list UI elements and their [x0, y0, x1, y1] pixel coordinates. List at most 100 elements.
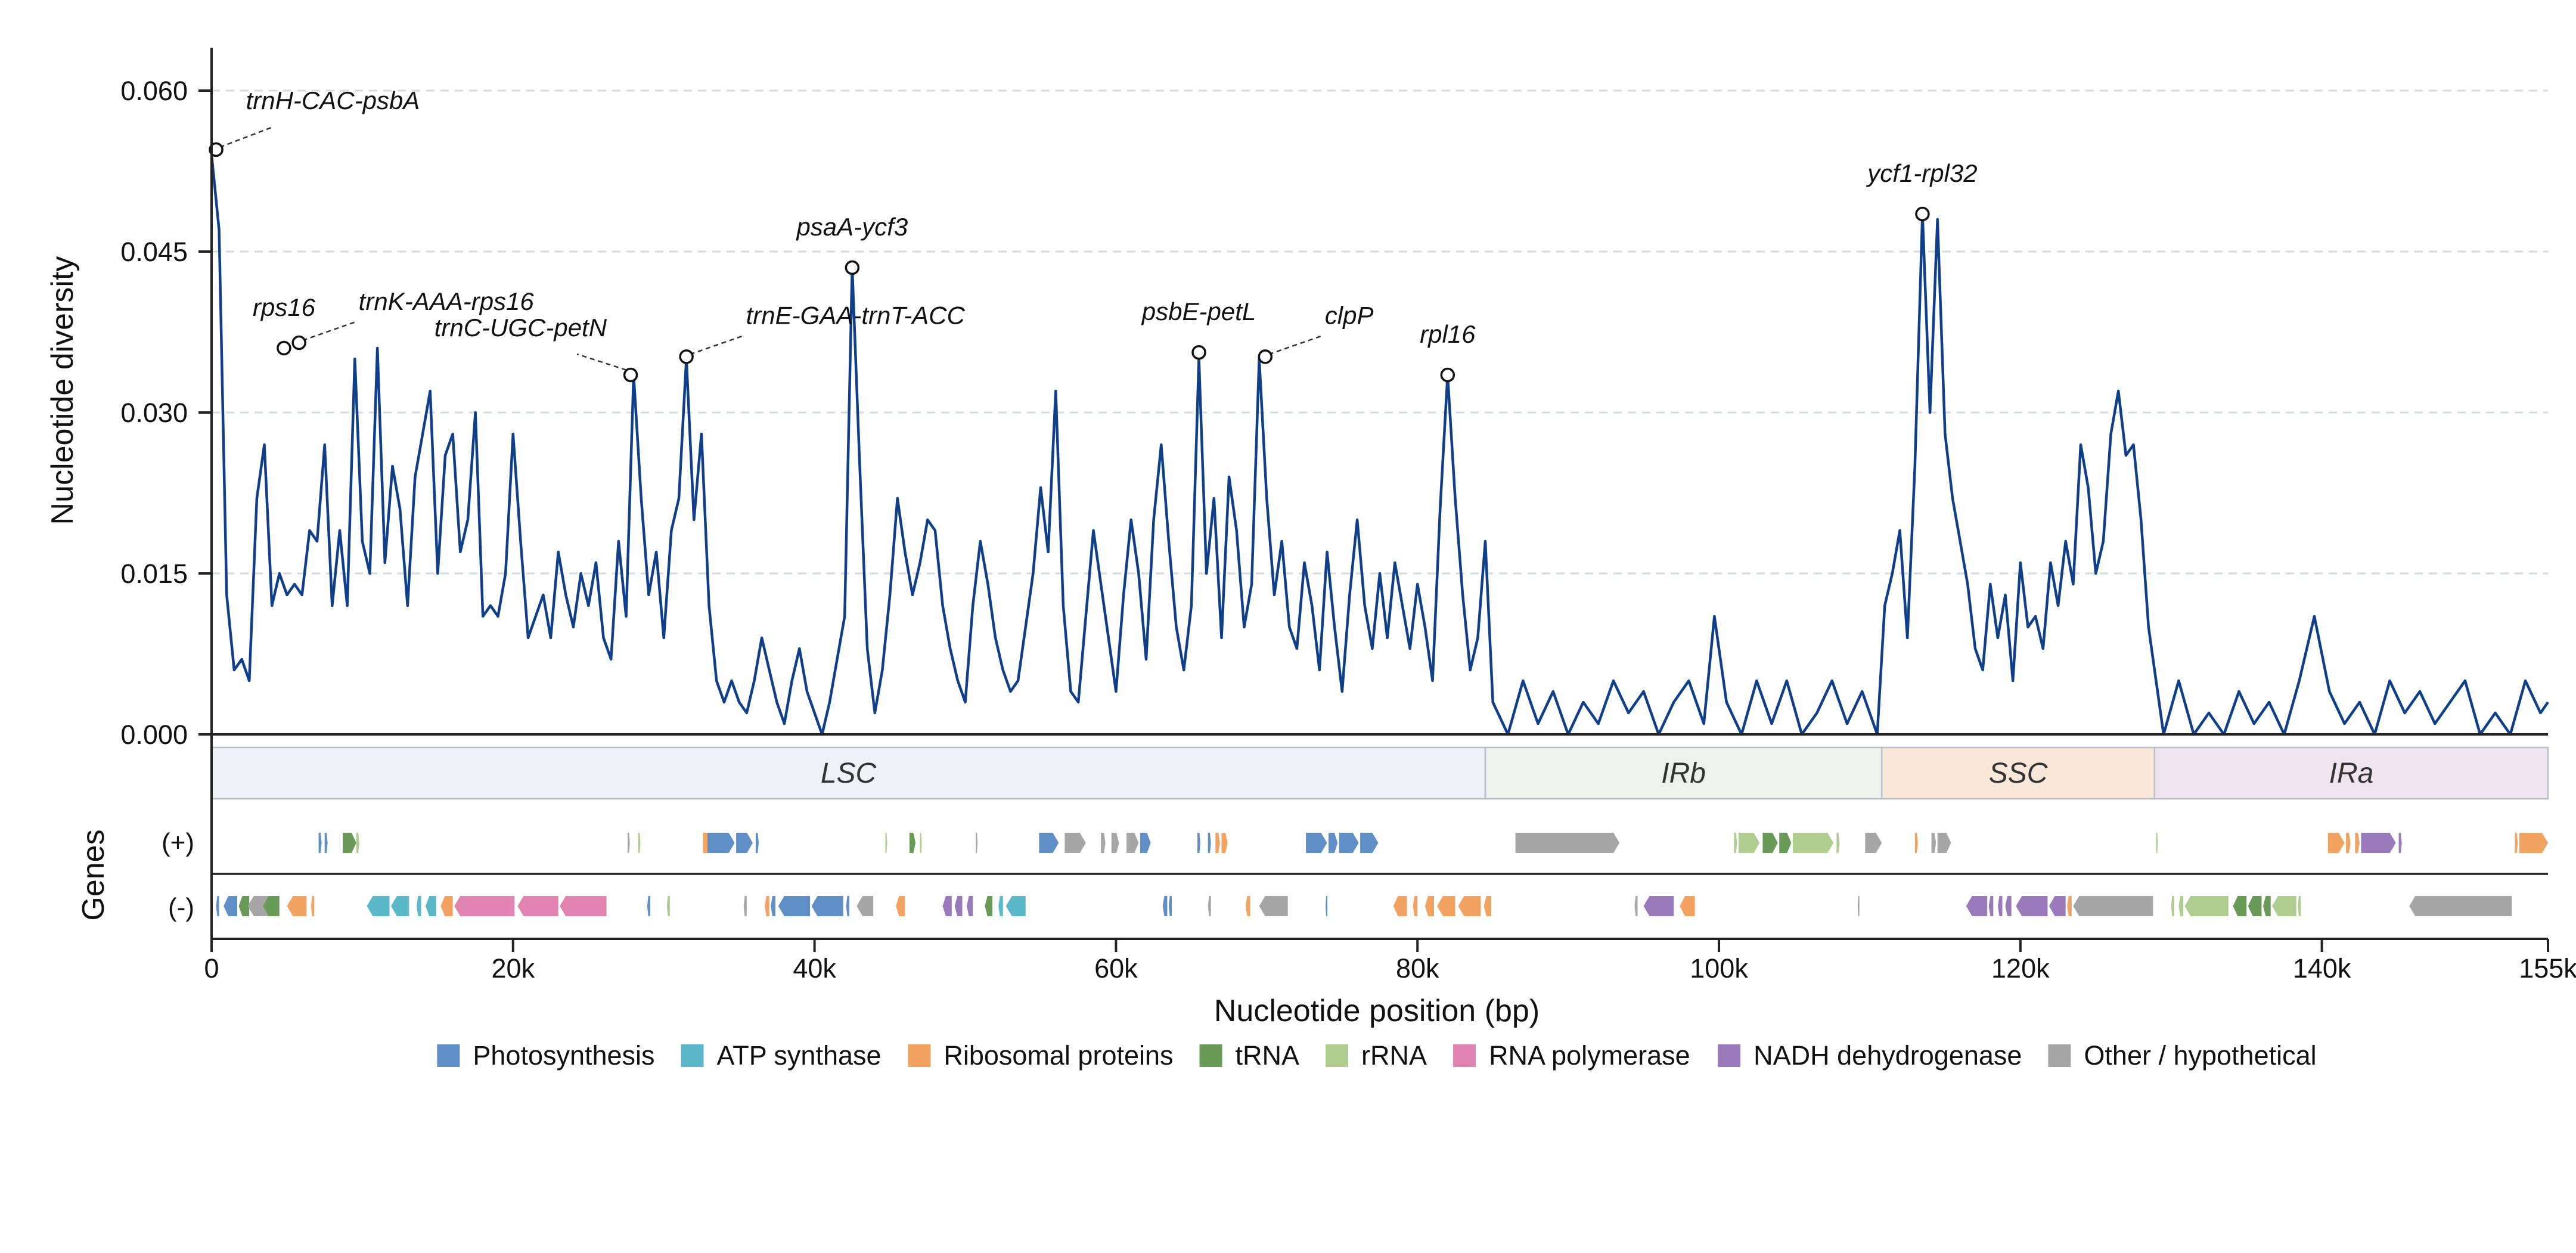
annotation-leader	[219, 126, 274, 148]
gene-block	[1215, 833, 1220, 853]
peak-label: trnE-GAA-trnT-ACC	[746, 301, 966, 329]
peak-marker	[209, 142, 224, 157]
gene-block	[1762, 833, 1778, 853]
gene-block	[2263, 896, 2271, 916]
gene-block	[2248, 896, 2262, 916]
minus-strand-label: (-)	[168, 893, 194, 922]
gene-block	[287, 896, 307, 916]
gene-block	[324, 833, 328, 853]
gene-block	[2519, 833, 2548, 853]
gene-block	[391, 896, 409, 916]
region-bar: LSC IRb SSC IRa	[210, 746, 2549, 800]
gene-block	[2184, 896, 2229, 916]
gene-block	[1634, 896, 1638, 916]
gene-block	[771, 896, 775, 916]
gene-block	[2361, 833, 2396, 853]
x-tick-label: 155k	[2519, 953, 2576, 984]
gene-block	[2272, 896, 2296, 916]
x-tick-label: 140k	[2293, 953, 2351, 984]
y-axis-title: Nucleotide diversity	[45, 256, 80, 525]
gene-block	[318, 833, 322, 853]
legend-swatch	[908, 1044, 931, 1067]
gene-block	[1779, 833, 1792, 853]
gene-block	[416, 896, 421, 916]
peak-label: trnH-CAC-psbA	[246, 86, 420, 114]
peak-label: clpP	[1325, 301, 1374, 329]
gene-block	[2005, 896, 2012, 916]
annotation-leader	[302, 321, 356, 342]
peak-marker	[1915, 206, 1930, 222]
gene-block	[440, 896, 453, 916]
gene-block	[998, 896, 1003, 916]
gene-block	[426, 896, 436, 916]
gene-block	[560, 896, 607, 916]
gene-block	[647, 896, 650, 916]
gene-block	[638, 833, 641, 853]
gene-block	[1413, 896, 1418, 916]
gene-block	[1836, 833, 1840, 853]
gene-block	[1208, 833, 1211, 853]
legend-swatch	[2048, 1044, 2071, 1067]
legend-label: tRNA	[1236, 1040, 1300, 1071]
gene-block	[666, 896, 670, 916]
gene-block	[1005, 896, 1026, 916]
gene-block	[1424, 896, 1434, 916]
peak-marker	[623, 367, 638, 383]
gene-block	[1064, 833, 1086, 853]
gene-block	[1738, 833, 1760, 853]
gene-block	[1458, 896, 1481, 916]
axes: Nucleotide diversity Nucleotide position…	[45, 48, 2576, 1028]
gene-block	[2156, 833, 2158, 853]
peak-marker	[277, 340, 291, 356]
legend-label: Ribosomal proteins	[944, 1040, 1173, 1071]
grid-lines	[212, 89, 2548, 575]
legend-label: NADH dehydrogenase	[1753, 1040, 2022, 1071]
gene-block	[1643, 896, 1674, 916]
gene-block	[1997, 896, 2003, 916]
gene-block	[263, 896, 280, 916]
legend-label: RNA polymerase	[1489, 1040, 1690, 1071]
gene-block	[1914, 833, 1918, 853]
peak-marker	[845, 260, 860, 275]
gene-block	[2515, 833, 2518, 853]
gene-block	[846, 896, 849, 916]
y-tick-label: 0.030	[120, 398, 188, 428]
peak-label: psbE-petL	[1141, 297, 1256, 325]
gene-block	[1483, 896, 1492, 916]
y-tick-label: 0.000	[120, 719, 188, 750]
peak-marker	[1258, 349, 1273, 364]
legend: Photosynthesis ATP synthase Ribosomal prot…	[437, 1040, 2317, 1071]
annotation-leader	[690, 335, 744, 355]
region-ira	[2153, 746, 2549, 800]
gene-block	[1437, 896, 1455, 916]
gene-block	[856, 896, 874, 916]
gene-block	[1734, 833, 1737, 853]
gene-block	[954, 896, 963, 916]
peak-marker	[291, 335, 306, 351]
gene-block	[2409, 896, 2512, 916]
legend-label: Other / hypothetical	[2084, 1040, 2316, 1071]
gene-block	[2171, 896, 2174, 916]
gene-block	[238, 896, 250, 916]
genes-axis-title: Genes	[76, 829, 111, 920]
region-label: IRb	[1661, 758, 1706, 789]
gene-block	[1162, 896, 1168, 916]
gene-block	[1329, 833, 1338, 853]
gene-block	[2298, 896, 2301, 916]
gene-block	[1111, 833, 1119, 853]
gene-block	[367, 896, 390, 916]
gene-block	[224, 896, 237, 916]
gene-block	[517, 896, 558, 916]
gene-block	[1101, 833, 1106, 853]
gene-block	[778, 896, 810, 916]
gene-block	[942, 896, 952, 916]
legend-swatch	[1326, 1044, 1349, 1067]
gene-block	[756, 833, 759, 853]
gene-block	[2067, 896, 2072, 916]
peak-label: rpl16	[1420, 320, 1476, 348]
gene-block	[1865, 833, 1882, 853]
y-tick-label: 0.060	[120, 76, 188, 106]
gene-block	[343, 833, 356, 853]
gene-track	[216, 833, 2548, 916]
gene-block	[1680, 896, 1695, 916]
